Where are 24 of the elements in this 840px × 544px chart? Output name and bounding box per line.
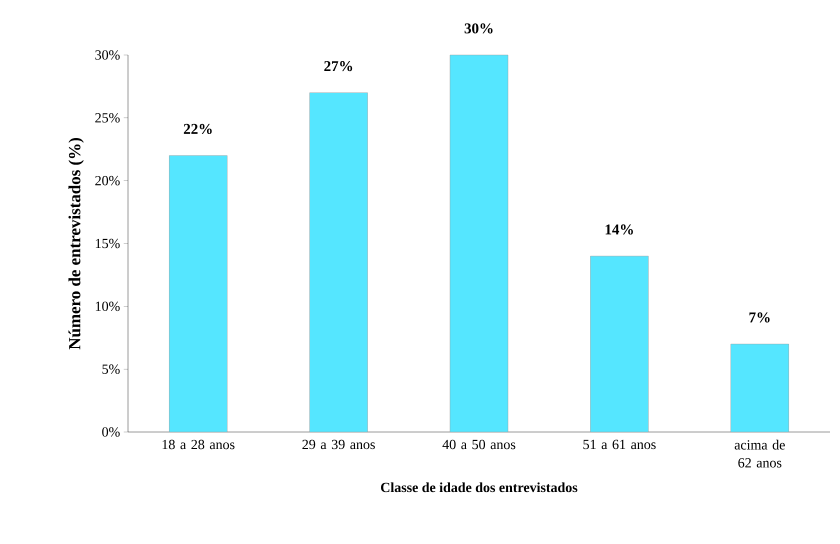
y-tick-label: 0% bbox=[102, 427, 120, 437]
y-tick-label: 15% bbox=[96, 238, 120, 248]
y-tick-label: 25% bbox=[95, 113, 120, 123]
bar bbox=[169, 155, 228, 432]
y-tick-label: 5% bbox=[102, 364, 120, 374]
data-label: 30% bbox=[464, 23, 493, 34]
data-label: 14% bbox=[606, 224, 633, 235]
y-axis-title: Número de entrevistados (%) bbox=[68, 138, 84, 350]
bar bbox=[730, 344, 790, 432]
data-label: 7% bbox=[749, 312, 770, 323]
y-tick-label: 10% bbox=[96, 302, 120, 312]
data-label: 27% bbox=[324, 61, 352, 72]
x-tick-label: acima de 62 anos bbox=[734, 440, 785, 468]
bar bbox=[309, 92, 368, 432]
bar bbox=[450, 54, 508, 432]
x-tick-label: 51 a 61 anos bbox=[583, 440, 656, 450]
x-tick-label: 40 a 50 anos bbox=[442, 440, 516, 450]
y-tick-label: 20% bbox=[95, 176, 120, 186]
x-tick-label: 18 a 28 anos bbox=[162, 440, 234, 450]
data-label: 22% bbox=[184, 124, 212, 134]
x-tick-label: 29 a 39 anos bbox=[302, 440, 375, 450]
y-tick-label: 30% bbox=[95, 50, 120, 60]
x-axis-title: Classe de idade dos entrevistados bbox=[381, 482, 578, 492]
bar bbox=[590, 256, 649, 432]
